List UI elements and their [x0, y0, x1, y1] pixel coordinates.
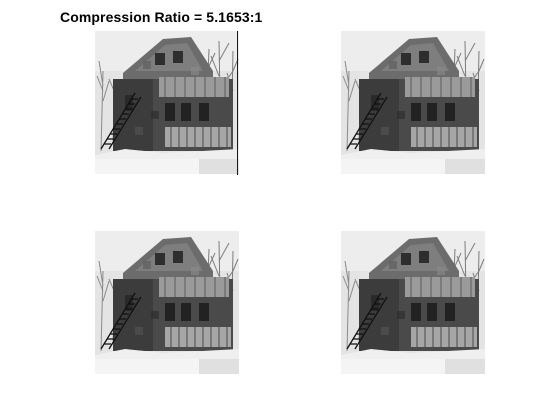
- subplot-image-2: [341, 31, 485, 174]
- axis-edge-line: [237, 31, 238, 175]
- compressed-house-image: [95, 31, 239, 174]
- compressed-house-image: [341, 31, 485, 174]
- compressed-house-image: [95, 231, 239, 374]
- compressed-house-image: [341, 231, 485, 374]
- figure-title: Compression Ratio = 5.1653:1: [60, 9, 263, 25]
- subplot-image-4: [341, 231, 485, 374]
- subplot-image-3: [95, 231, 239, 374]
- subplot-image-1: [95, 31, 239, 174]
